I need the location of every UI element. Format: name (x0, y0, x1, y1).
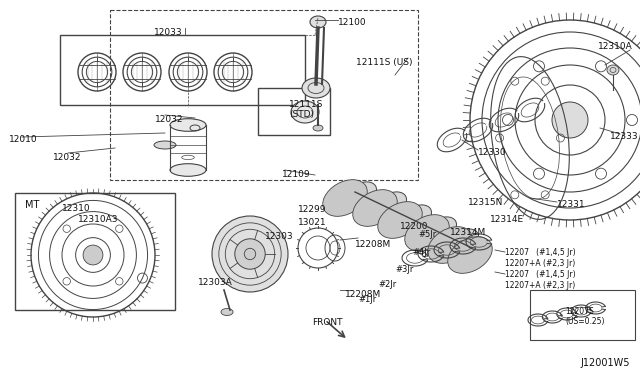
Text: 12299: 12299 (298, 205, 326, 214)
Ellipse shape (607, 65, 619, 75)
Ellipse shape (445, 229, 479, 255)
Text: 12111S: 12111S (289, 100, 323, 109)
Ellipse shape (221, 308, 233, 315)
Text: 12207   (#1,4,5 Jr): 12207 (#1,4,5 Jr) (505, 248, 575, 257)
Text: 12315N: 12315N (468, 198, 504, 207)
Text: #4Jr: #4Jr (412, 248, 430, 257)
Text: 12310: 12310 (62, 204, 91, 213)
Text: 12314E: 12314E (490, 215, 524, 224)
Text: J12001W5: J12001W5 (580, 358, 630, 368)
Ellipse shape (170, 164, 206, 176)
Text: 12314M: 12314M (450, 228, 486, 237)
Text: 12100: 12100 (338, 18, 367, 27)
Text: 12010: 12010 (9, 135, 38, 144)
Bar (60, 35, 305, 105)
Ellipse shape (291, 101, 319, 123)
Circle shape (244, 248, 256, 260)
Ellipse shape (448, 237, 492, 273)
Ellipse shape (344, 182, 376, 208)
Text: (STD): (STD) (289, 110, 314, 119)
Ellipse shape (399, 205, 431, 231)
Text: 12200: 12200 (400, 222, 429, 231)
Text: 12303: 12303 (265, 232, 294, 241)
Bar (15, 193, 175, 310)
Circle shape (235, 239, 265, 269)
Ellipse shape (170, 119, 206, 131)
Ellipse shape (428, 227, 472, 263)
Text: 12033: 12033 (154, 28, 182, 37)
Ellipse shape (424, 217, 456, 243)
Text: 13021: 13021 (298, 218, 326, 227)
Text: 12109: 12109 (282, 170, 310, 179)
Text: 12330: 12330 (478, 148, 507, 157)
Text: 12310A3: 12310A3 (78, 215, 118, 224)
Text: 12207   (#1,4,5 Jr): 12207 (#1,4,5 Jr) (505, 270, 575, 279)
Text: #3Jr: #3Jr (395, 265, 413, 274)
Text: 12032: 12032 (155, 115, 184, 124)
Ellipse shape (302, 78, 330, 98)
Text: 12111S (US): 12111S (US) (356, 58, 413, 67)
Text: (US=0.25): (US=0.25) (565, 317, 605, 326)
Text: #2Jr: #2Jr (378, 280, 396, 289)
Text: 12207S: 12207S (565, 307, 594, 316)
Ellipse shape (313, 125, 323, 131)
Text: 12208M: 12208M (355, 240, 391, 249)
Text: #5Jr: #5Jr (418, 230, 436, 239)
Circle shape (552, 102, 588, 138)
Bar (110, 10, 418, 180)
Circle shape (83, 245, 103, 265)
Ellipse shape (378, 202, 422, 238)
Bar (530, 290, 635, 340)
Text: 12207+A (#2,3 Jr): 12207+A (#2,3 Jr) (505, 281, 575, 290)
Text: FRONT: FRONT (312, 318, 342, 327)
Text: 12208M: 12208M (345, 290, 381, 299)
Text: 12331: 12331 (557, 200, 586, 209)
Text: 12303A: 12303A (198, 278, 233, 287)
Ellipse shape (404, 215, 449, 251)
Text: 12333: 12333 (610, 132, 639, 141)
Ellipse shape (323, 180, 367, 217)
Circle shape (212, 216, 288, 292)
Text: 12310A: 12310A (598, 42, 633, 51)
Bar (258, 88, 330, 135)
Ellipse shape (353, 190, 397, 226)
Text: 12207+A (#2,3 Jr): 12207+A (#2,3 Jr) (505, 259, 575, 268)
Text: #1Jr: #1Jr (358, 295, 376, 304)
Ellipse shape (374, 192, 406, 218)
Text: 12032: 12032 (53, 153, 81, 162)
Text: MT: MT (25, 200, 40, 210)
Ellipse shape (310, 16, 326, 28)
Ellipse shape (154, 141, 176, 149)
